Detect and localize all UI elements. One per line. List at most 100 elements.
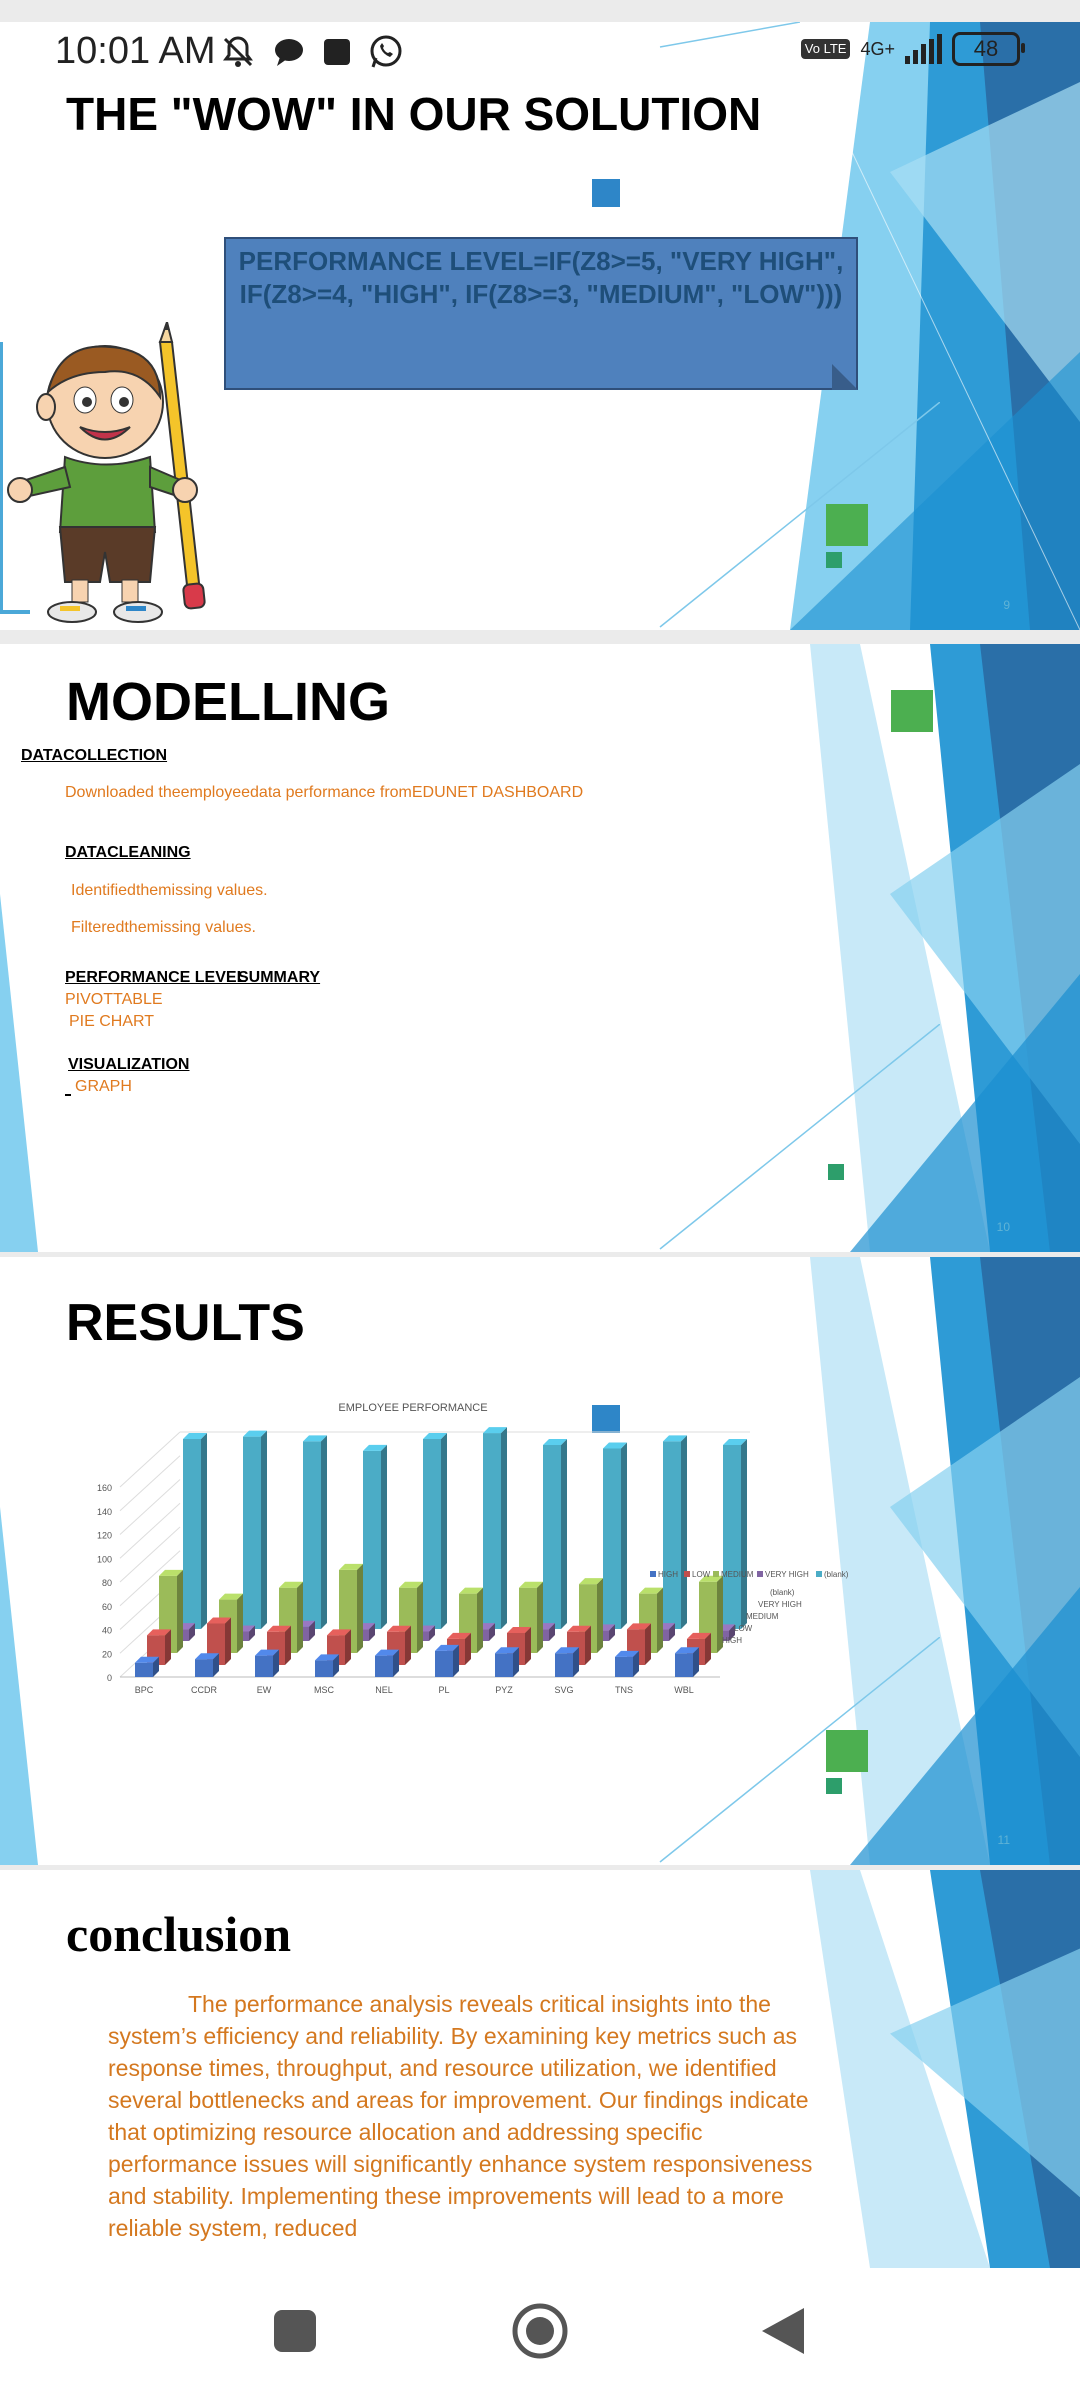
bar-side [729, 1624, 735, 1641]
employee-performance-chart: 0 20 40 60 80 100 120 140 160 EMPLOYEE PERFORMANC… [97, 1402, 849, 1695]
bar-side [573, 1647, 579, 1677]
decorative-square [828, 1164, 844, 1180]
data-cleaning-item: Identifiedthemissing values. [71, 882, 268, 899]
graph-item: GRAPH [75, 1078, 132, 1095]
left-edge-decoration [0, 1507, 38, 1865]
bar-side [633, 1650, 639, 1677]
data-cleaning-item: Filteredthemissing values. [71, 919, 256, 936]
slide-conclusion[interactable]: conclusion The performance analysis reve… [0, 1870, 1080, 2268]
bar-top [663, 1435, 687, 1442]
bar-top [543, 1438, 567, 1445]
bar-side [717, 1575, 723, 1653]
y-tick-label: 0 [107, 1673, 112, 1683]
bar-blank [723, 1444, 741, 1629]
formula-text: PERFORMANCE LEVEL=IF(Z8>=5, "VERY HIGH",… [238, 246, 844, 309]
bar-side [357, 1563, 363, 1653]
bar-side [489, 1623, 495, 1641]
bar-side [189, 1623, 195, 1641]
bar-top [579, 1578, 603, 1585]
x-tick-label: WBL [674, 1685, 694, 1695]
battery-icon: 48 [952, 32, 1025, 66]
bar-side [309, 1620, 315, 1641]
legend-swatch [650, 1571, 656, 1577]
top-line-left [659, 22, 800, 48]
home-button[interactable] [510, 2301, 570, 2361]
recent-apps-button[interactable] [272, 2308, 318, 2354]
bar-high [375, 1655, 393, 1677]
bar-top [639, 1587, 663, 1594]
square-icon [324, 39, 350, 65]
slide-number: 10 [996, 1220, 1010, 1234]
bar-side [741, 1438, 747, 1629]
fold-corner [832, 364, 858, 390]
slide-results[interactable]: RESULTS 0 20 40 60 80 100 120 140 160 EMPLOYEE PE… [0, 1257, 1080, 1865]
bar-side [465, 1632, 471, 1665]
bar-top [315, 1654, 339, 1661]
bar-high [675, 1653, 693, 1677]
cartoon-boy-with-pencil-illustration [0, 322, 206, 623]
bar-side [513, 1647, 519, 1677]
slide-title: conclusion [66, 1906, 292, 1962]
bar-top [687, 1632, 711, 1639]
gridline [119, 1550, 181, 1607]
bar-top [699, 1575, 723, 1582]
bar-side [405, 1625, 411, 1665]
bar-side [321, 1435, 327, 1629]
bottom-line [659, 1637, 940, 1863]
performance-level-heading: PERFORMANCE LEVEL [65, 969, 247, 986]
y-tick-label: 140 [97, 1507, 112, 1517]
bar-side [561, 1438, 567, 1629]
x-tick-label: PYZ [495, 1685, 513, 1695]
y-tick-label: 40 [102, 1626, 112, 1636]
whatsapp-icon [370, 35, 402, 68]
bar-side [225, 1617, 231, 1665]
bar-side [213, 1653, 219, 1677]
bar-side [369, 1623, 375, 1641]
bar-blank [303, 1441, 321, 1629]
gridline [119, 1455, 181, 1512]
bar-high [555, 1653, 573, 1677]
bottom-line [659, 1024, 940, 1250]
gridline [119, 1502, 181, 1559]
bar-top [279, 1581, 303, 1588]
y-tick-label: 80 [102, 1578, 112, 1588]
bar-high [135, 1662, 153, 1677]
bar-side [417, 1581, 423, 1653]
data-cleaning-heading: DATACLEANING [65, 844, 191, 861]
bar-top [615, 1650, 639, 1657]
slide-decoration [790, 22, 1080, 630]
bar-side [453, 1644, 459, 1677]
bar-blank [543, 1444, 561, 1629]
bar-high [495, 1653, 513, 1677]
bar-side [153, 1656, 159, 1677]
y-tick-label: 100 [97, 1554, 112, 1564]
slide-number: 9 [1003, 598, 1010, 612]
legend-swatch [757, 1571, 763, 1577]
bar-side [429, 1625, 435, 1641]
bar-side [381, 1444, 387, 1629]
bar-side [333, 1654, 339, 1677]
back-button[interactable] [760, 2306, 806, 2356]
bar-top [183, 1433, 207, 1439]
bar-top [375, 1649, 399, 1656]
bar-top [219, 1593, 243, 1600]
slide-wow[interactable]: THE "WOW" IN OUR SOLUTION PERFORMANCE LE… [0, 22, 1080, 630]
slide-modelling[interactable]: MODELLING DATACOLLECTION Downloaded thee… [0, 644, 1080, 1252]
bar-blank [483, 1433, 501, 1629]
bar-side [249, 1625, 255, 1641]
bar-side [537, 1581, 543, 1653]
depth-label: (blank) [770, 1588, 795, 1597]
bar-top [603, 1442, 627, 1449]
bar-side [201, 1433, 207, 1629]
bar-side [585, 1625, 591, 1665]
x-tick-label: PL [438, 1685, 449, 1695]
bar-blank [363, 1450, 381, 1629]
chart-title: EMPLOYEE PERFORMANCE [338, 1402, 487, 1414]
bar-top [435, 1644, 459, 1651]
y-tick-label: 60 [102, 1602, 112, 1612]
decorative-square [826, 1730, 868, 1772]
bar-top [339, 1563, 363, 1570]
notification-icons [220, 34, 404, 70]
bar-top [447, 1632, 471, 1639]
legend-entry: (blank) [824, 1570, 849, 1579]
